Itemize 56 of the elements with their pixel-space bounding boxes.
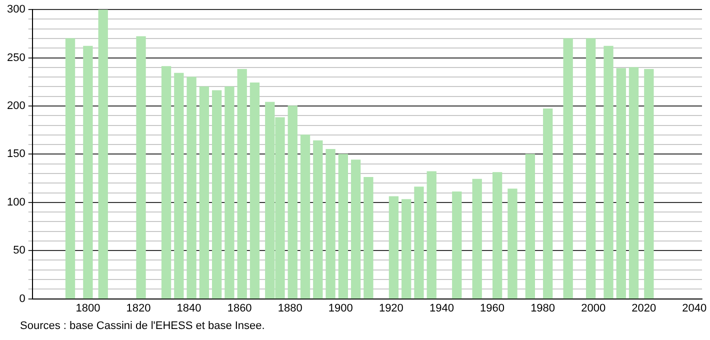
- bar: [83, 46, 93, 299]
- x-tick-label: 1960: [480, 302, 505, 314]
- bar: [65, 38, 76, 299]
- bar: [237, 69, 247, 299]
- bar: [472, 178, 482, 299]
- bar: [350, 160, 361, 299]
- x-tick-label: 2020: [632, 302, 656, 314]
- x-tick-label: 1860: [227, 302, 252, 314]
- y-tick-label: 150: [6, 148, 26, 160]
- bar: [174, 72, 184, 299]
- bar: [628, 67, 639, 299]
- bar: [402, 199, 412, 299]
- bar: [508, 188, 518, 299]
- bar: [364, 177, 374, 299]
- y-tick-label: 300: [6, 4, 26, 16]
- bar: [616, 68, 626, 299]
- bar: [250, 82, 260, 299]
- bar: [161, 66, 172, 299]
- x-tick-label: 1840: [176, 302, 202, 314]
- bar: [492, 172, 502, 299]
- bar: [426, 171, 436, 299]
- x-tick-label: 2040: [682, 302, 707, 314]
- bar: [199, 86, 210, 299]
- bar: [338, 154, 348, 299]
- y-tick-label: 250: [6, 52, 26, 64]
- bar: [586, 38, 596, 299]
- x-tick-label: 1920: [378, 302, 404, 314]
- bar: [525, 154, 535, 299]
- y-tick-label: 100: [6, 196, 26, 208]
- x-tick-label: 2000: [581, 302, 606, 314]
- bar: [212, 90, 222, 299]
- y-tick-label: 50: [13, 244, 26, 257]
- source-note: Sources : base Cassini de l'EHESS et base Insee.: [20, 320, 265, 332]
- bar: [543, 108, 553, 299]
- bar: [414, 186, 424, 299]
- bar: [224, 86, 234, 299]
- y-tick-label: 200: [6, 100, 26, 112]
- bar: [186, 76, 196, 299]
- y-tick-label: 0: [19, 292, 26, 305]
- x-tick-label: 1880: [278, 302, 302, 314]
- bar: [313, 140, 323, 299]
- x-tick-label: 1940: [429, 302, 454, 314]
- bar: [388, 196, 399, 299]
- bar: [563, 38, 573, 299]
- x-tick-label: 1820: [126, 302, 151, 314]
- bar: [136, 36, 146, 299]
- bar: [288, 106, 298, 299]
- bar: [644, 69, 654, 299]
- x-tick-label: 1980: [530, 302, 556, 314]
- bar: [452, 191, 462, 299]
- x-tick-label: 1800: [76, 302, 100, 314]
- bar: [98, 10, 108, 299]
- x-tick-label: 1900: [328, 302, 353, 314]
- bar: [604, 46, 614, 299]
- bar: [300, 134, 310, 299]
- bar: [326, 149, 336, 299]
